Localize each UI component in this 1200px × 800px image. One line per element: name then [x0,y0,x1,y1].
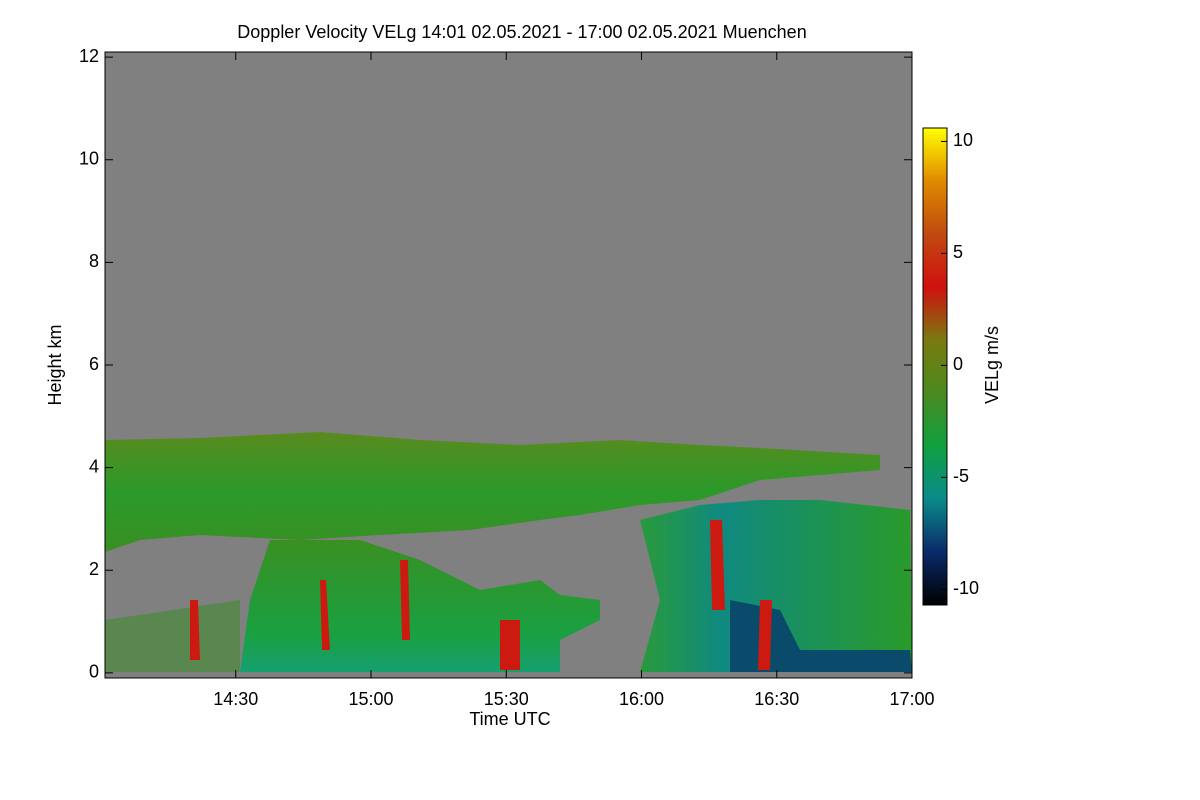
colorbar [922,127,948,606]
x-tick-label: 15:30 [484,689,529,709]
y-tick-label: 6 [89,354,99,374]
echo-region [640,500,912,672]
y-tick-label: 8 [89,251,99,271]
echo-region [730,600,912,672]
colorbar-tick-label: 5 [953,242,963,262]
chart-title: Doppler Velocity VELg 14:01 02.05.2021 -… [237,22,806,42]
y-tick-label: 4 [89,456,99,476]
colorbar-tick-label: -10 [953,578,979,598]
x-tick-label: 16:00 [619,689,664,709]
colorbar-tick-label: -5 [953,466,969,486]
echo-region [105,432,880,552]
y-tick-label: 0 [89,662,99,682]
echo-region [105,600,240,672]
y-tick-label: 2 [89,559,99,579]
colorbar-label: VELg m/s [982,326,1002,404]
x-tick-label: 14:30 [213,689,258,709]
colorbar-tick-label: 0 [953,354,963,374]
x-tick-label: 15:00 [348,689,393,709]
x-tick-label: 16:30 [754,689,799,709]
colorbar-tick-label: 10 [953,130,973,150]
x-tick-label: 17:00 [889,689,934,709]
x-axis-label: Time UTC [469,709,550,729]
y-axis-label: Height km [45,324,65,405]
y-tick-label: 12 [79,46,99,66]
echo-region [190,520,772,670]
y-tick-label: 10 [79,149,99,169]
